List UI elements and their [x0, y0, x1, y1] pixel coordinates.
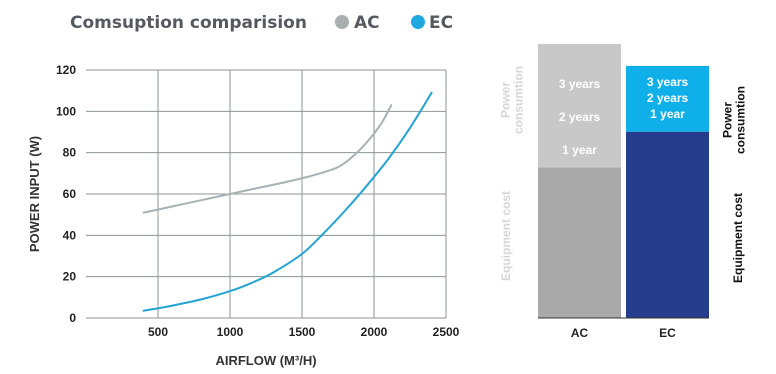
- ac-equipment-side-label: Equipment cost: [499, 191, 513, 281]
- y-axis-label: POWER INPUT (W): [27, 136, 42, 252]
- ac-power-side-label: Power consumtion: [499, 66, 526, 134]
- x-tick-label: 1000: [217, 325, 244, 339]
- y-tick-label: 80: [63, 146, 77, 160]
- segment-year-label: 2 years: [559, 110, 601, 124]
- bar-segment-ac-power: [538, 44, 621, 168]
- ec-power-side-label: Power consumtion: [721, 86, 748, 154]
- bar-segment-ac-equipment: [538, 167, 621, 318]
- series-lines: [142, 91, 433, 312]
- segment-year-label: 2 years: [647, 91, 689, 105]
- side-label-line: Equipment cost: [731, 193, 745, 283]
- y-tick-label: 20: [63, 270, 77, 284]
- x-tick-labels: 500 1000 1500 2000 2500: [148, 325, 460, 339]
- y-tick-label: 120: [56, 63, 76, 77]
- power-input-line-chart: 0 20 40 60 80 100 120 500 1000 1500 2000 2500 AIRF…: [27, 63, 460, 368]
- y-tick-label: 100: [56, 104, 76, 118]
- y-tick-label: 0: [69, 311, 76, 325]
- segment-year-label: 3 years: [647, 75, 689, 89]
- segment-labels: 3 years 2 years 1 year 3 years 2 years 1 year: [559, 75, 689, 157]
- legend-ec-label: EC: [429, 13, 453, 33]
- stacked-bars: [538, 44, 709, 319]
- x-tick-label: 2500: [433, 325, 460, 339]
- category-labels: AC EC: [571, 326, 676, 340]
- side-label-line: consumtion: [734, 86, 748, 154]
- bar-segment-ec-equipment: [626, 131, 709, 318]
- side-label-line: Power: [499, 82, 513, 118]
- legend-ac-marker: [335, 15, 349, 29]
- legend-ac-label: AC: [354, 13, 380, 33]
- series-line-ac: [142, 104, 393, 214]
- x-tick-label: 2000: [361, 325, 388, 339]
- x-axis-label: AIRFLOW (M³/H): [215, 353, 316, 368]
- segment-year-label: 3 years: [559, 77, 601, 91]
- bar-segment-ec-power: [626, 65, 709, 132]
- cost-stacked-bar-chart: 3 years 2 years 1 year 3 years 2 years 1 year…: [499, 44, 748, 340]
- segment-year-label: 1 year: [562, 143, 597, 157]
- x-tick-label: 1500: [289, 325, 316, 339]
- legend-ec-marker: [411, 15, 425, 29]
- y-tick-label: 40: [63, 228, 77, 242]
- ec-equipment-side-label: Equipment cost: [731, 193, 745, 283]
- x-tick-label: 500: [148, 325, 168, 339]
- side-label-line: Equipment cost: [499, 191, 513, 281]
- category-label-ec: EC: [659, 326, 676, 340]
- category-label-ac: AC: [571, 326, 589, 340]
- chart-title: Comsuption comparision: [70, 13, 307, 33]
- segment-year-label: 1 year: [650, 107, 685, 121]
- series-line-ec: [142, 91, 433, 312]
- y-tick-labels: 0 20 40 60 80 100 120: [56, 63, 76, 325]
- grid-lines: [86, 69, 447, 319]
- side-label-line: consumtion: [512, 66, 526, 134]
- y-tick-label: 60: [63, 187, 77, 201]
- side-label-line: Power: [721, 102, 735, 138]
